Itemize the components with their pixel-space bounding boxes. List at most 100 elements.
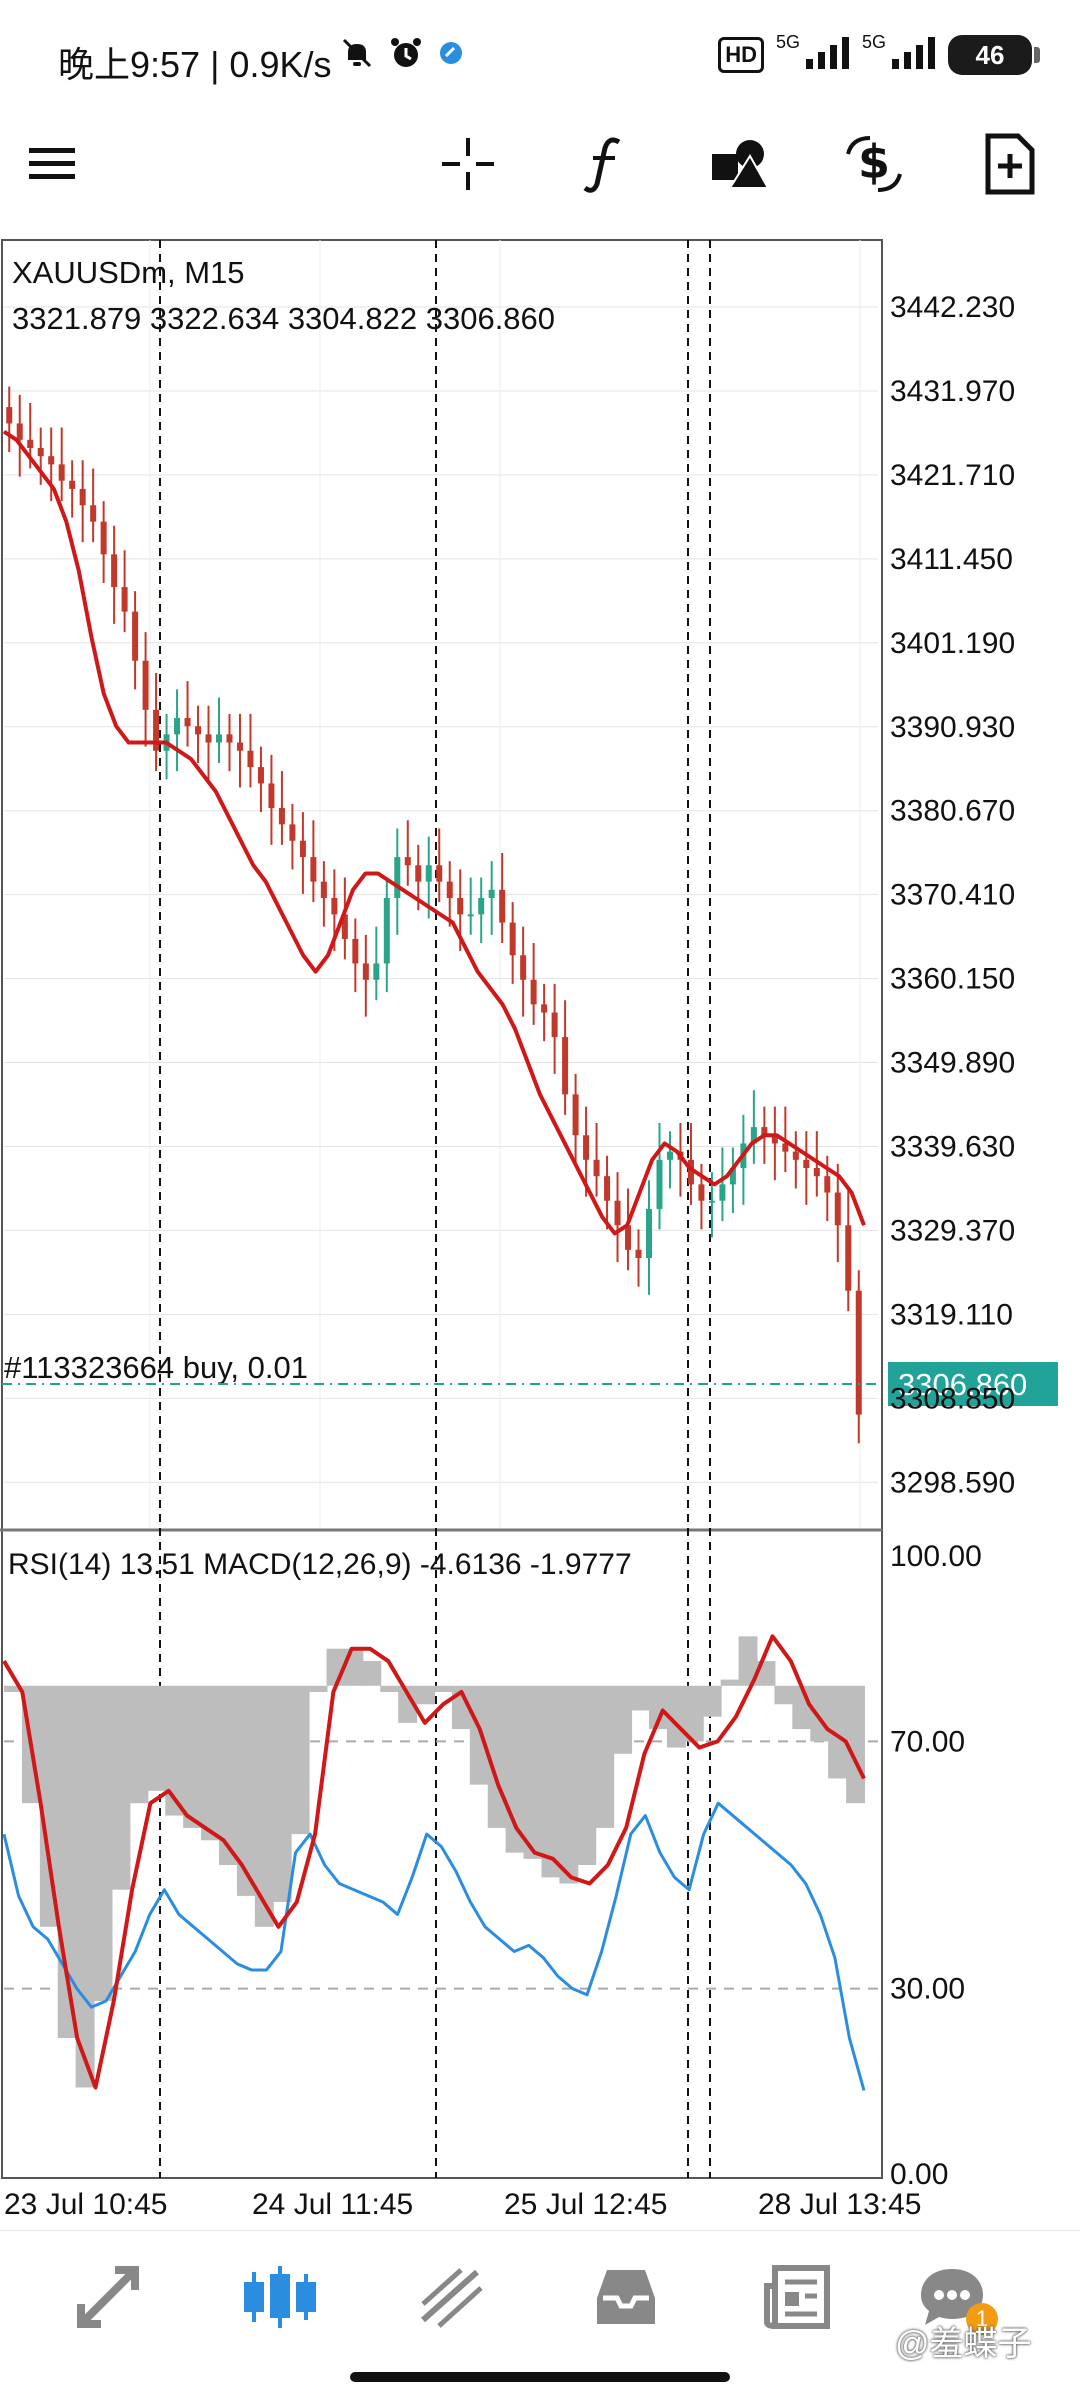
current-price-tag <box>888 1362 1058 1406</box>
candle-body <box>278 808 285 825</box>
chart-area[interactable]: XAUUSDm, M15 3321.879 3322.634 3304.822 … <box>0 238 1080 2238</box>
candle-body <box>257 767 264 784</box>
macd-histogram-bar <box>559 1685 579 1884</box>
ohlc-label: 3321.879 3322.634 3304.822 3306.860 <box>12 301 555 336</box>
macd-histogram-bar <box>434 1685 453 1692</box>
candle-body <box>467 914 474 917</box>
price-tick-label: 3411.450 <box>890 543 1013 576</box>
menu-icon[interactable] <box>16 128 88 200</box>
candle-body <box>268 783 275 808</box>
candle-body <box>666 1151 673 1160</box>
candle-body <box>792 1151 799 1160</box>
candle-body <box>604 1176 611 1201</box>
macd-histogram-bar <box>147 1685 167 1791</box>
candle-body <box>771 1135 778 1144</box>
signal-icon <box>805 36 850 74</box>
price-tick-label: 3339.630 <box>890 1130 1015 1163</box>
new-order-icon[interactable] <box>974 128 1046 200</box>
alarm-icon <box>388 35 424 76</box>
candle-body <box>698 1184 705 1201</box>
candle-body <box>855 1290 862 1415</box>
candle-body <box>383 898 390 964</box>
candle-body <box>27 439 34 448</box>
signal-icon-2 <box>892 36 936 74</box>
messages-badge: 1 <box>966 2303 998 2335</box>
candle-body <box>687 1159 694 1185</box>
macd-histogram-bar <box>666 1685 686 1748</box>
messages-icon[interactable]: 1 <box>912 2257 998 2337</box>
candle-body <box>111 554 118 588</box>
candle-body <box>583 1135 590 1160</box>
chart-canvas[interactable]: XAUUSDm, M15 3321.879 3322.634 3304.822 … <box>0 238 1080 2238</box>
app-badge-icon <box>438 40 464 71</box>
candle-body <box>719 1184 726 1201</box>
candle-body <box>153 709 160 751</box>
candle-body <box>184 718 191 727</box>
toolbar: $ <box>0 110 1080 220</box>
candle-body <box>195 726 202 735</box>
macd-histogram-bar <box>613 1685 633 1754</box>
trade-icon[interactable] <box>412 2257 492 2337</box>
macd-histogram-bar <box>774 1685 794 1705</box>
candle-body <box>656 1159 663 1209</box>
indicator-tick-label: 70.00 <box>890 1725 965 1758</box>
function-icon[interactable] <box>568 128 640 200</box>
moving-average-line <box>2 429 866 1236</box>
indicator-tick-label: 100.00 <box>890 1540 982 1573</box>
macd-histogram-bar <box>810 1685 830 1742</box>
candle-body <box>226 734 233 743</box>
hd-badge: HD <box>718 37 764 73</box>
history-icon[interactable] <box>586 2257 666 2337</box>
candle-body <box>530 979 537 1005</box>
news-icon[interactable] <box>758 2257 838 2337</box>
candle-body <box>562 1037 569 1095</box>
macd-histogram-bar <box>416 1685 435 1705</box>
home-indicator[interactable] <box>350 2372 730 2382</box>
indicator-pane-frame <box>1 1529 883 2179</box>
price-tick-label: 3319.110 <box>890 1298 1013 1331</box>
price-layer <box>2 386 866 1444</box>
price-tick-label: 3390.930 <box>890 711 1015 744</box>
chart-icon[interactable] <box>240 2257 320 2337</box>
candle-body <box>132 611 139 661</box>
price-tick-label: 3421.710 <box>890 459 1015 492</box>
candle-body <box>320 881 327 898</box>
current-price-text: 3306.860 <box>898 1367 1027 1402</box>
macd-histogram-bar <box>398 1685 418 1723</box>
price-tick-label: 3308.850 <box>890 1382 1015 1415</box>
macd-histogram-bar <box>595 1685 615 1828</box>
macd-line <box>2 1634 866 2090</box>
candle-body <box>834 1192 841 1226</box>
rsi-line <box>2 1801 866 2091</box>
time-tick-label: 28 Jul 13:45 <box>758 2188 921 2221</box>
price-tick-label: 3349.890 <box>890 1047 1015 1080</box>
indicator-tick-label: 30.00 <box>890 1973 965 2006</box>
macd-histogram-bar <box>183 1685 203 1828</box>
candle-body <box>646 1208 652 1258</box>
indicator-tick-label: 0.00 <box>890 2158 948 2191</box>
time-tick-label: 23 Jul 10:45 <box>4 2188 167 2221</box>
candle-body <box>216 734 222 743</box>
battery-icon: 46 <box>948 35 1032 75</box>
network-label-2: 5G <box>861 32 886 52</box>
trade-icon[interactable]: $ <box>838 128 910 200</box>
price-pane-frame <box>1 239 883 1531</box>
quotes-icon[interactable] <box>68 2257 148 2337</box>
macd-histogram-bar <box>720 1679 740 1686</box>
macd-histogram-bar <box>4 1685 23 1692</box>
candle-body <box>404 857 411 866</box>
price-tick-label: 3401.190 <box>890 627 1015 660</box>
price-tick-label: 3431.970 <box>890 375 1015 408</box>
macd-histogram-bar <box>93 1685 113 2001</box>
crosshair-icon[interactable] <box>432 128 504 200</box>
candle-body <box>614 1200 621 1226</box>
macd-histogram-bar <box>792 1685 812 1730</box>
objects-icon[interactable] <box>704 128 776 200</box>
price-tick-label: 3360.150 <box>890 963 1015 996</box>
candle-body <box>174 718 181 735</box>
candle-body <box>142 660 149 710</box>
macd-histogram-bar <box>380 1685 400 1692</box>
candle-body <box>803 1159 810 1168</box>
candle-body <box>436 865 443 882</box>
candle-body <box>593 1159 600 1177</box>
